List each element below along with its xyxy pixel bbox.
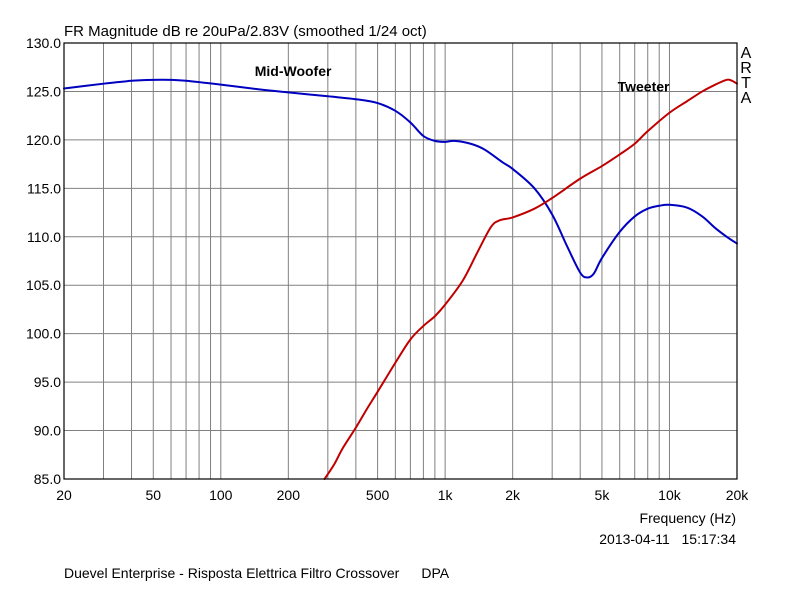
x-tick-label: 20k bbox=[726, 487, 750, 503]
grid bbox=[64, 42, 737, 480]
plot-frame bbox=[63, 42, 738, 480]
y-tick-label: 110.0 bbox=[27, 229, 61, 245]
footer: Duevel Enterprise - Risposta Elettrica F… bbox=[64, 565, 471, 581]
footer-tag: DPA bbox=[421, 565, 450, 581]
series-line-tweeter bbox=[323, 78, 738, 480]
x-tick-label: 500 bbox=[366, 487, 390, 503]
x-tick-label: 50 bbox=[145, 487, 161, 503]
watermark-letter: T bbox=[741, 75, 751, 92]
y-tick-label: 100.0 bbox=[26, 326, 61, 342]
x-tick-label: 5k bbox=[595, 487, 611, 503]
y-tick-label: 105.0 bbox=[26, 277, 61, 293]
watermark-letter: A bbox=[741, 45, 752, 62]
x-tick-label: 100 bbox=[209, 487, 233, 503]
series-line-mid-woofer bbox=[63, 78, 738, 279]
x-tick-label: 1k bbox=[438, 487, 454, 503]
watermark-letter: A bbox=[741, 90, 752, 107]
y-tick-label: 120.0 bbox=[26, 132, 61, 148]
y-tick-label: 90.0 bbox=[34, 423, 61, 439]
y-axis-ticks: 85.0 90.0 95.0 100.0 105.0 110.0 115.0 120.0 125… bbox=[26, 35, 61, 487]
footer-company: Duevel Enterprise - Risposta Elettrica F… bbox=[64, 565, 400, 581]
x-axis-label: Frequency (Hz) bbox=[640, 510, 736, 526]
series-label-tweeter: Tweeter bbox=[618, 78, 670, 94]
x-tick-label: 2k bbox=[505, 487, 521, 503]
timestamp: 2013-04-11 15:17:34 bbox=[599, 531, 736, 547]
watermark-letter: R bbox=[740, 60, 752, 77]
series-layer bbox=[63, 78, 738, 480]
y-tick-label: 125.0 bbox=[26, 83, 61, 99]
x-tick-label: 20 bbox=[56, 487, 72, 503]
y-tick-label: 85.0 bbox=[34, 471, 61, 487]
series-label-mid-woofer: Mid-Woofer bbox=[255, 63, 332, 79]
y-tick-label: 115.0 bbox=[27, 180, 61, 196]
chart-title: FR Magnitude dB re 20uPa/2.83V (smoothed… bbox=[64, 23, 427, 40]
series-labels: Mid-Woofer Tweeter bbox=[255, 63, 670, 95]
y-tick-label: 130.0 bbox=[26, 35, 61, 51]
x-tick-label: 10k bbox=[658, 487, 682, 503]
y-tick-label: 95.0 bbox=[34, 374, 61, 390]
x-tick-label: 200 bbox=[277, 487, 301, 503]
x-axis-ticks: 20 50 100 200 500 1k 2k 5k 10k 20k bbox=[56, 487, 749, 503]
